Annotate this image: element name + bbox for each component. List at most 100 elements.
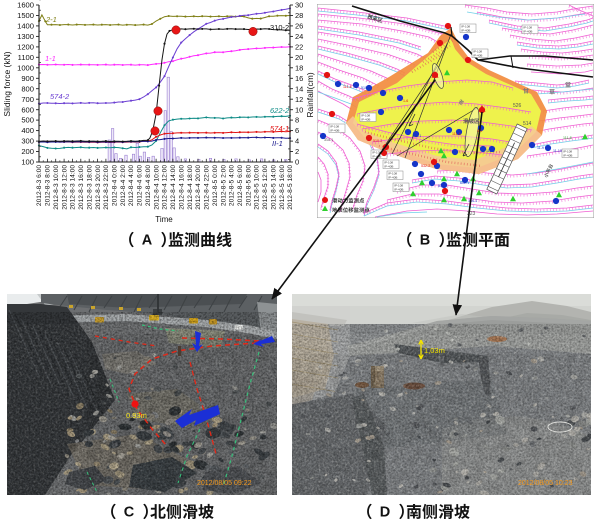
svg-text:2012-8-4 6:00: 2012-8-4 6:00: [137, 165, 144, 206]
svg-text:2012-8-4 4:00: 2012-8-4 4:00: [128, 165, 135, 206]
svg-text:510-1: 510-1: [412, 134, 421, 138]
svg-text:22: 22: [295, 43, 303, 52]
svg-text:2012-8-3 16:00: 2012-8-3 16:00: [78, 165, 85, 210]
svg-text:18: 18: [295, 63, 303, 72]
svg-text:1400: 1400: [17, 22, 34, 31]
svg-text:510-2: 510-2: [361, 86, 370, 90]
svg-text:1100: 1100: [18, 53, 34, 62]
svg-text:D: D: [380, 504, 390, 520]
svg-text:900: 900: [21, 74, 34, 83]
svg-text:6: 6: [295, 126, 299, 135]
svg-text:1000: 1000: [17, 63, 34, 72]
svg-text:310-1: 310-1: [324, 138, 333, 142]
svg-text:IP-108: IP-108: [523, 26, 532, 30]
svg-text:200: 200: [21, 147, 34, 156]
svg-text:Rainfall(cm): Rainfall(cm): [305, 72, 315, 118]
svg-text:600: 600: [21, 105, 34, 114]
svg-text:II-1: II-1: [272, 139, 283, 148]
svg-text:11-9: 11-9: [537, 146, 544, 150]
svg-text:111-4: 111-4: [452, 132, 461, 136]
svg-text:2012-8-5 0:00: 2012-8-5 0:00: [212, 165, 219, 206]
svg-text:2012-8-3 12:00: 2012-8-3 12:00: [61, 165, 68, 210]
svg-text:2012-8-4 10:00: 2012-8-4 10:00: [153, 165, 160, 210]
svg-text:310-2: 310-2: [270, 23, 289, 32]
svg-text:2012/08/05 10:23: 2012/08/05 10:23: [518, 480, 573, 487]
svg-text:2012-8-4 2:00: 2012-8-4 2:00: [120, 165, 127, 206]
svg-text:2012-8-5 12:00: 2012-8-5 12:00: [262, 165, 269, 210]
svg-text:IP-40B: IP-40B: [394, 187, 403, 191]
svg-text:IP-40B: IP-40B: [361, 117, 370, 121]
svg-text:510-2: 510-2: [373, 139, 382, 143]
svg-text:2012-8-4 16:00: 2012-8-4 16:00: [178, 165, 185, 210]
svg-text:2012-8-4 12:00: 2012-8-4 12:00: [162, 165, 169, 210]
svg-text:111-6: 111-6: [343, 85, 352, 89]
svg-text:1600: 1600: [17, 1, 34, 10]
svg-text:IP-108: IP-108: [473, 50, 482, 54]
svg-text:12: 12: [295, 95, 303, 104]
svg-text:574-2: 574-2: [50, 92, 70, 101]
svg-text:532-1: 532-1: [438, 184, 447, 188]
svg-text:Sliding force (kN): Sliding force (kN): [2, 51, 12, 116]
svg-text:2012-8-3 14:00: 2012-8-3 14:00: [70, 165, 77, 210]
svg-text:2012-8-5 18:00: 2012-8-5 18:00: [287, 165, 294, 210]
svg-text:24: 24: [295, 32, 303, 41]
svg-text:2012-8-5 16:00: 2012-8-5 16:00: [279, 165, 286, 210]
svg-text:4: 4: [295, 137, 299, 146]
svg-text:1-1: 1-1: [45, 54, 56, 63]
svg-text:IP-40B: IP-40B: [384, 164, 393, 168]
svg-text:1,03m: 1,03m: [424, 346, 445, 355]
svg-text:300: 300: [21, 137, 34, 146]
svg-text:28: 28: [295, 11, 303, 20]
svg-text:10: 10: [295, 105, 303, 114]
svg-text:2012/08/05 09:22: 2012/08/05 09:22: [197, 480, 252, 487]
svg-text:IP-40B: IP-40B: [330, 128, 339, 132]
svg-text:IP-108: IP-108: [461, 25, 470, 29]
svg-text:2012-8-4 18:00: 2012-8-4 18:00: [187, 165, 194, 210]
svg-text:2012-8-5 10:00: 2012-8-5 10:00: [254, 165, 261, 210]
svg-text:2012-8-5 8:00: 2012-8-5 8:00: [245, 165, 252, 206]
svg-text:IP-40B: IP-40B: [523, 29, 532, 33]
svg-text:2012-8-4 0:00: 2012-8-4 0:00: [112, 165, 119, 206]
svg-text:2012-8-3 22:00: 2012-8-3 22:00: [103, 165, 110, 210]
svg-text:2012-8-5 2:00: 2012-8-5 2:00: [220, 165, 227, 206]
svg-text:2012-8-4 20:00: 2012-8-4 20:00: [195, 165, 202, 210]
svg-text:IP-40B: IP-40B: [563, 153, 572, 157]
svg-text:B: B: [420, 232, 430, 248]
svg-text:1300: 1300: [17, 32, 34, 41]
svg-text:1200: 1200: [17, 43, 34, 52]
svg-text:1-6: 1-6: [403, 99, 408, 103]
svg-text:IP-40B: IP-40B: [461, 28, 470, 32]
svg-text:622-2: 622-2: [270, 106, 290, 115]
svg-text:2: 2: [295, 147, 299, 156]
svg-text:Time: Time: [155, 215, 173, 224]
svg-text:2012-8-3 6:00: 2012-8-3 6:00: [36, 165, 43, 206]
svg-text:2012-8-5 14:00: 2012-8-5 14:00: [271, 165, 278, 210]
svg-text:0.93m: 0.93m: [126, 411, 147, 420]
svg-text:2012-8-4 22:00: 2012-8-4 22:00: [204, 165, 211, 210]
svg-text:IP-40B: IP-40B: [372, 154, 381, 158]
svg-text:30: 30: [295, 1, 303, 10]
svg-text:16: 16: [295, 74, 303, 83]
svg-text:C: C: [124, 504, 135, 520]
svg-text:2012-8-5 4:00: 2012-8-5 4:00: [229, 165, 236, 206]
svg-text:400: 400: [21, 126, 34, 135]
svg-text:IP-40B: IP-40B: [473, 53, 482, 57]
svg-text:184-1: 184-1: [468, 199, 477, 203]
svg-text:2012-8-3 8:00: 2012-8-3 8:00: [45, 165, 52, 206]
svg-text:2012-8-3 10:00: 2012-8-3 10:00: [53, 165, 60, 210]
svg-text:26: 26: [295, 22, 303, 31]
svg-text:800: 800: [21, 84, 34, 93]
svg-text:A: A: [142, 232, 153, 248]
svg-text:514: 514: [523, 121, 532, 127]
svg-text:11-10: 11-10: [553, 149, 562, 153]
svg-text:20: 20: [295, 53, 303, 62]
svg-text:2-1: 2-1: [45, 15, 57, 24]
svg-text:2012-8-3 18:00: 2012-8-3 18:00: [86, 165, 93, 210]
svg-text:IP-40B: IP-40B: [388, 175, 397, 179]
svg-text:2012-8-3 20:00: 2012-8-3 20:00: [95, 165, 102, 210]
svg-text:100: 100: [21, 158, 34, 167]
svg-text:526: 526: [513, 103, 522, 109]
svg-text:2012-8-5 6:00: 2012-8-5 6:00: [237, 165, 244, 206]
svg-text:14: 14: [295, 84, 303, 93]
svg-text:500: 500: [21, 116, 34, 125]
